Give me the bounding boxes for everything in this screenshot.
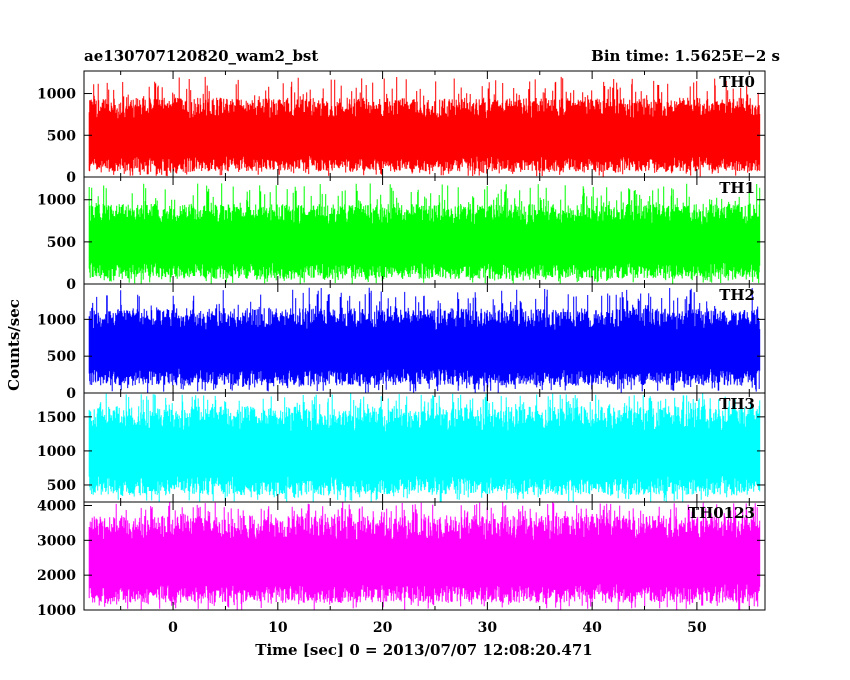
y-tick-label: 0 (66, 386, 76, 402)
data-layer (88, 76, 761, 610)
panel-label-th1: TH1 (719, 179, 755, 197)
x-tick-label: 0 (168, 620, 178, 636)
y-tick-label: 500 (47, 349, 76, 365)
y-axis-label: Counts/sec (5, 299, 23, 391)
series-th3 (88, 393, 761, 502)
y-tick-label: 0 (66, 277, 76, 293)
y-tick-label: 0 (66, 170, 76, 186)
panel-label-th2: TH2 (719, 286, 755, 304)
x-tick-label: 40 (582, 620, 602, 636)
panel-label-th0123: TH0123 (688, 504, 755, 522)
bin-time-label: Bin time: 1.5625E−2 s (591, 47, 780, 65)
y-tick-label: 1000 (37, 87, 76, 103)
x-tick-label: 30 (478, 620, 498, 636)
x-axis-label: Time [sec] 0 = 2013/07/07 12:08:20.471 (255, 641, 592, 659)
y-tick-label: 1000 (37, 603, 76, 619)
x-tick-label: 20 (373, 620, 393, 636)
series-th1 (88, 183, 761, 284)
y-tick-label: 3000 (37, 533, 76, 549)
y-tick-label: 500 (47, 478, 76, 494)
frame-layer: 05001000TH005001000TH105001000TH25001000… (37, 70, 766, 636)
panel-label-th0: TH0 (719, 73, 755, 91)
y-tick-label: 500 (47, 128, 76, 144)
y-tick-label: 1000 (37, 444, 76, 460)
series-th0 (88, 76, 761, 177)
x-tick-label: 10 (268, 620, 288, 636)
x-tick-label: 50 (687, 620, 707, 636)
y-tick-label: 1500 (37, 410, 76, 426)
y-tick-label: 4000 (37, 498, 76, 514)
series-th2 (88, 287, 761, 393)
panel-frame-th0123 (83, 501, 766, 611)
series-th0123 (88, 502, 761, 610)
panel-label-th3: TH3 (719, 395, 755, 413)
figure-title: ae130707120820_wam2_bst (84, 47, 318, 65)
y-tick-label: 1000 (37, 312, 76, 328)
y-tick-label: 1000 (37, 193, 76, 209)
y-tick-label: 500 (47, 235, 76, 251)
y-tick-label: 2000 (37, 568, 76, 584)
